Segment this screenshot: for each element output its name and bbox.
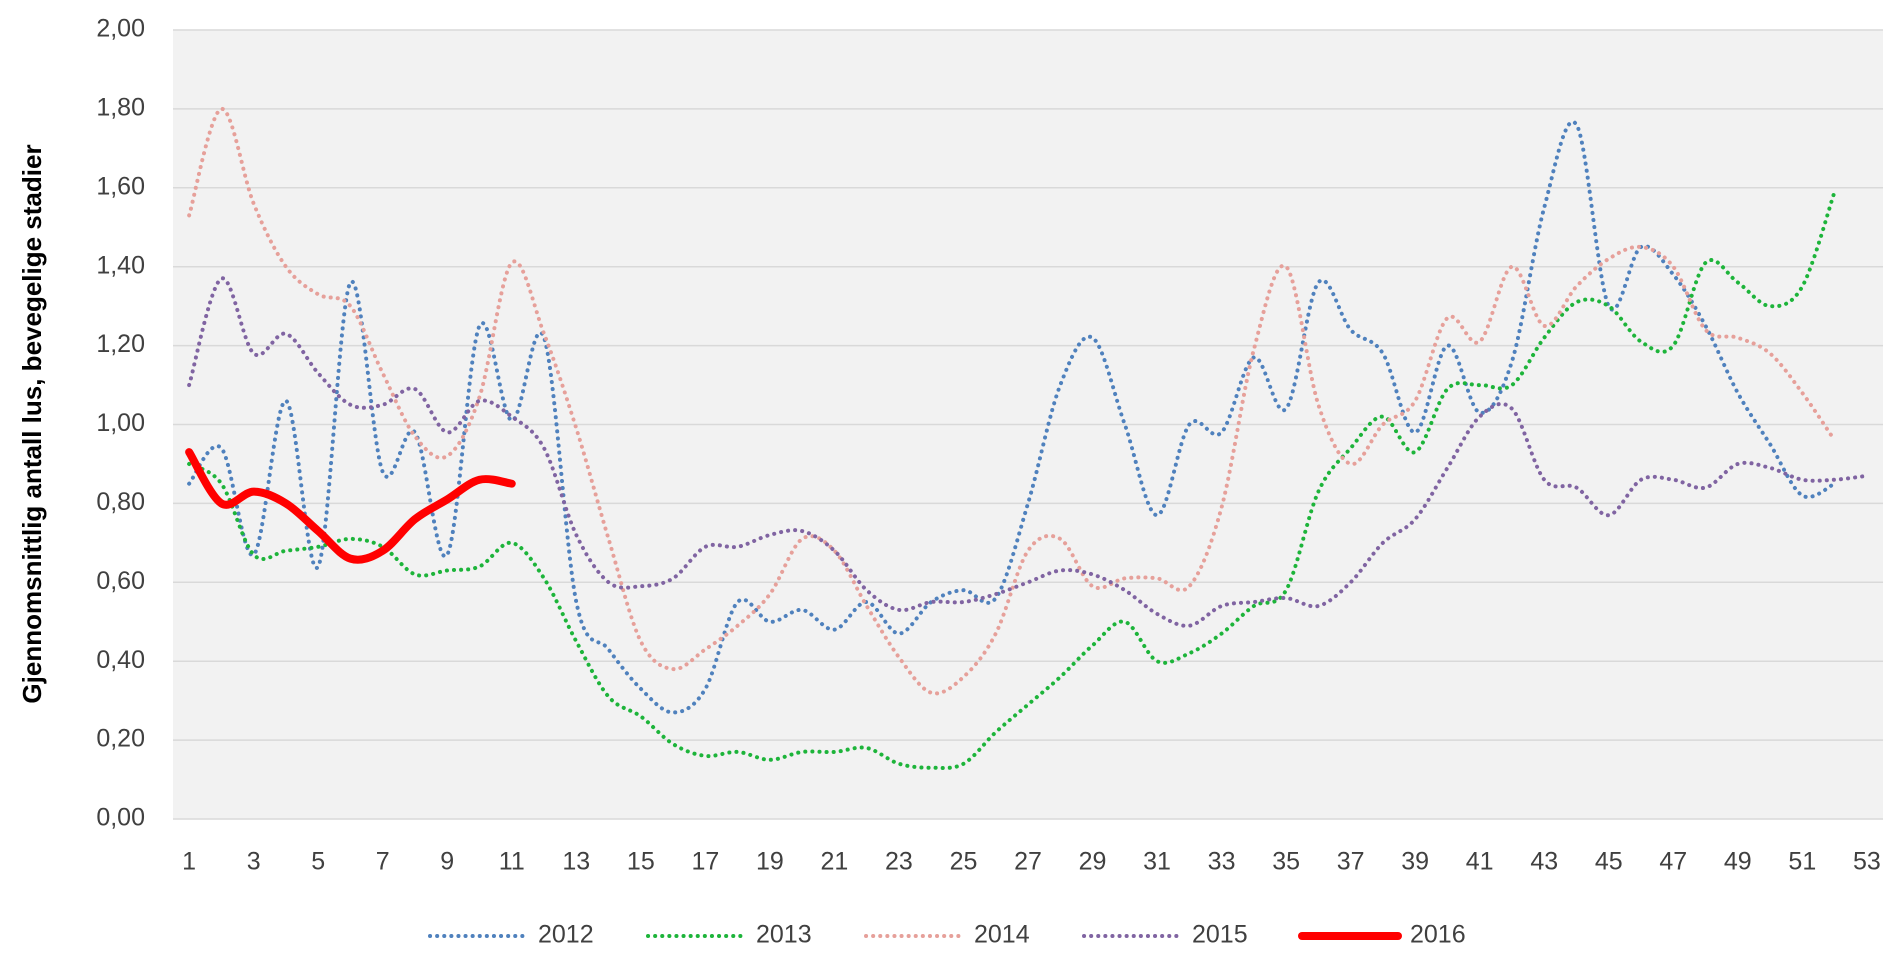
y-tick-label: 0,20 — [96, 725, 145, 753]
x-tick-label: 47 — [1659, 848, 1687, 876]
x-tick-label: 25 — [950, 848, 978, 876]
y-tick-label: 1,80 — [96, 94, 145, 122]
x-tick-label: 19 — [756, 848, 784, 876]
x-tick-label: 51 — [1788, 848, 1816, 876]
x-tick-label: 35 — [1272, 848, 1300, 876]
x-tick-label: 37 — [1337, 848, 1365, 876]
x-tick-label: 45 — [1595, 848, 1623, 876]
y-tick-label: 0,80 — [96, 488, 145, 516]
y-tick-label: 1,40 — [96, 251, 145, 279]
x-tick-label: 23 — [885, 848, 913, 876]
x-tick-label: 21 — [821, 848, 849, 876]
x-tick-label: 39 — [1401, 848, 1429, 876]
series-line — [187, 189, 1837, 771]
x-tick-label: 41 — [1466, 848, 1494, 876]
y-axis-title: Gjennomsnittlig antall lus, bevegelige s… — [17, 144, 47, 703]
x-tick-label: 7 — [376, 848, 390, 876]
y-tick-label: 0,40 — [96, 646, 145, 674]
x-tick-label: 5 — [311, 848, 325, 876]
series-line — [187, 276, 1869, 628]
x-tick-label: 13 — [562, 848, 590, 876]
y-tick-label: 0,60 — [96, 567, 145, 595]
x-tick-label: 29 — [1079, 848, 1107, 876]
legend-label: 2012 — [538, 921, 594, 949]
legend-label: 2014 — [974, 921, 1030, 949]
x-tick-label: 27 — [1014, 848, 1042, 876]
legend-label: 2015 — [1192, 921, 1248, 949]
y-tick-label: 2,00 — [96, 15, 145, 43]
x-tick-label: 17 — [691, 848, 719, 876]
x-tick-label: 9 — [440, 848, 454, 876]
x-tick-label: 3 — [247, 848, 261, 876]
x-tick-label: 15 — [627, 848, 655, 876]
y-tick-label: 1,00 — [96, 409, 145, 437]
legend-label: 2016 — [1410, 921, 1466, 949]
series-line — [187, 120, 1837, 715]
x-tick-label: 1 — [182, 848, 196, 876]
x-tick-label: 33 — [1208, 848, 1236, 876]
x-tick-label: 49 — [1724, 848, 1752, 876]
x-tick-label: 31 — [1143, 848, 1171, 876]
x-tick-label: 11 — [499, 848, 525, 876]
x-tick-label: 43 — [1530, 848, 1558, 876]
series-line — [185, 448, 516, 564]
y-tick-label: 0,00 — [96, 804, 145, 832]
y-tick-label: 1,20 — [96, 330, 145, 358]
y-tick-label: 1,60 — [96, 172, 145, 200]
x-tick-label: 53 — [1853, 848, 1881, 876]
legend-label: 2013 — [756, 921, 812, 949]
